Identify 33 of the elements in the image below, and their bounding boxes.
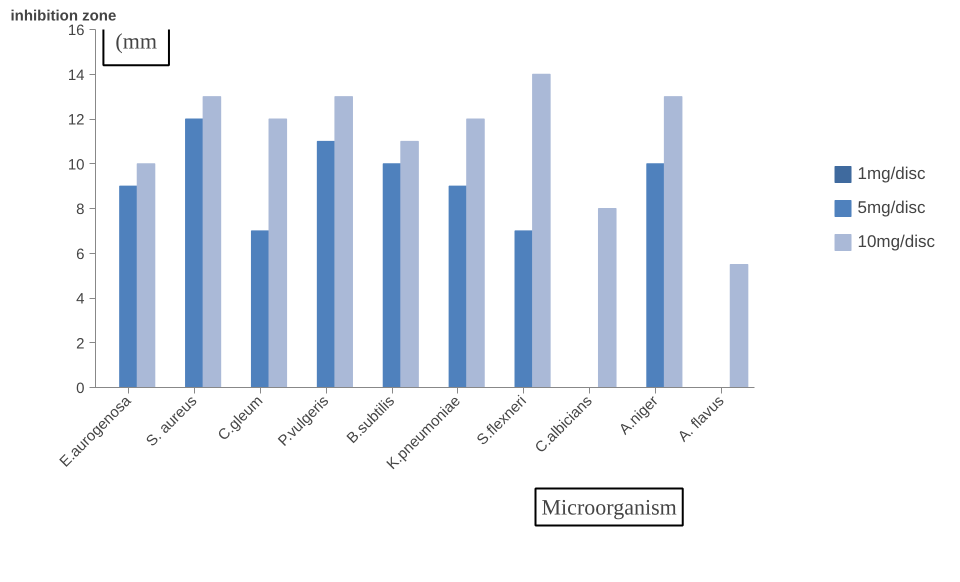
y-tick-label: 6 bbox=[76, 246, 84, 263]
y-tick-label: 10 bbox=[68, 156, 85, 174]
legend-label: 1mg/disc bbox=[858, 164, 926, 184]
y-tick-label: 4 bbox=[76, 290, 84, 308]
legend-label: 10mg/disc bbox=[858, 232, 935, 252]
legend-label: 5mg/disc bbox=[858, 198, 926, 218]
bar bbox=[400, 140, 419, 388]
y-tick-label: 0 bbox=[76, 380, 84, 397]
annotation: (mm bbox=[115, 28, 157, 54]
y-tick-label: 16 bbox=[68, 22, 85, 39]
bar bbox=[514, 230, 534, 388]
bar bbox=[646, 163, 665, 388]
y-tick-label: 14 bbox=[68, 66, 85, 84]
bar bbox=[268, 118, 288, 388]
bar bbox=[466, 118, 485, 388]
bar bbox=[730, 264, 748, 388]
bar bbox=[598, 208, 617, 388]
bar bbox=[185, 118, 204, 388]
y-axis-title: inhibition zone bbox=[10, 8, 116, 24]
bar bbox=[316, 140, 336, 388]
x-axis-title: Microorganism bbox=[542, 494, 677, 520]
bar bbox=[532, 74, 551, 388]
y-tick-label: 12 bbox=[68, 112, 85, 128]
y-tick-label: 8 bbox=[76, 201, 84, 218]
y-tick-label: 2 bbox=[76, 335, 84, 352]
bar bbox=[664, 96, 682, 388]
bar bbox=[334, 96, 353, 388]
bar bbox=[202, 96, 222, 388]
bar bbox=[250, 230, 270, 388]
bar bbox=[382, 163, 402, 388]
bar bbox=[448, 186, 468, 388]
bar bbox=[119, 186, 138, 388]
bar bbox=[136, 163, 156, 388]
